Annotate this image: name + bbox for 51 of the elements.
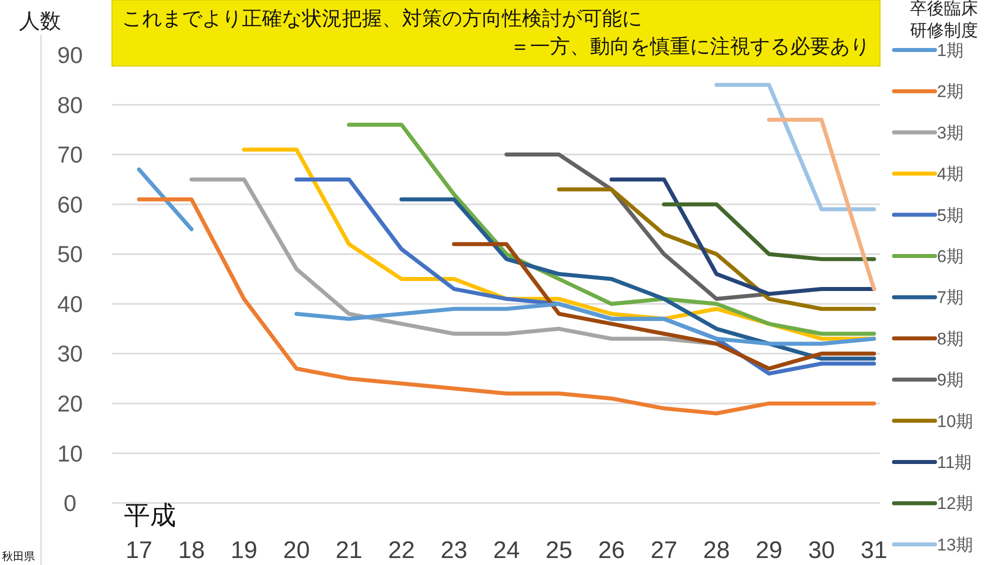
legend-label: 12期	[937, 494, 973, 514]
y-tick-label: 80	[57, 92, 83, 118]
y-tick-label: 30	[57, 340, 83, 367]
line-series	[557, 187, 876, 311]
x-tick-label: 22	[388, 537, 415, 564]
legend-label: 10期	[937, 412, 973, 431]
x-tick-label: 20	[283, 537, 310, 564]
x-tick-label: 29	[756, 537, 782, 564]
legend-label: 9期	[937, 370, 964, 390]
y-tick-label: 20	[57, 390, 83, 416]
y-tick-label: 10	[57, 440, 83, 466]
line-series	[610, 177, 876, 296]
x-tick-label: 21	[336, 537, 362, 564]
line-series	[137, 197, 876, 416]
legend-label: 8期	[937, 329, 964, 348]
legend-label: 11期	[937, 452, 972, 472]
y-tick-label: 70	[57, 142, 83, 168]
y-tick-label: 60	[57, 191, 83, 218]
legend-title: 卒後臨床研修制度	[910, 0, 978, 40]
annotation: 平成	[124, 500, 176, 530]
x-tick-label: 28	[703, 537, 730, 564]
x-tick-label: 26	[598, 537, 625, 564]
legend-label: 7期	[937, 288, 964, 308]
x-tick-label: 23	[440, 537, 468, 564]
y-tick-label: 50	[57, 241, 83, 268]
x-tick-label: 31	[860, 537, 888, 564]
legend-label: 13期	[937, 535, 973, 554]
y-axis-title: 人数	[19, 10, 61, 33]
line-series	[400, 197, 876, 361]
x-tick-label: 27	[650, 537, 678, 564]
line-series	[294, 302, 876, 346]
line-series	[452, 242, 876, 371]
x-tick-label: 17	[126, 537, 152, 564]
legend-label: 3期	[937, 123, 964, 142]
text: これまでより正確な状況把握、対策の方向性検討が可能に	[122, 7, 642, 30]
legend-label: 6期	[937, 246, 964, 266]
annotation: ＝一方、動向を慎重に注視する必要あり	[510, 35, 870, 58]
y-tick-label: 40	[57, 290, 83, 317]
x-tick-label: 30	[808, 537, 835, 564]
legend-label: 2期	[937, 82, 964, 102]
y-tick-label: 0	[64, 490, 76, 516]
x-tick-label: 18	[178, 537, 205, 564]
legend-label: 5期	[937, 206, 964, 225]
x-tick-label: 25	[546, 537, 572, 564]
x-tick-label: 19	[230, 537, 258, 564]
text: 秋田県	[2, 551, 35, 563]
line-series	[347, 122, 876, 336]
legend-label: 4期	[937, 164, 964, 184]
x-tick-label: 24	[493, 537, 520, 564]
legend-label: 1期	[937, 40, 964, 60]
y-tick-label: 90	[57, 42, 83, 68]
